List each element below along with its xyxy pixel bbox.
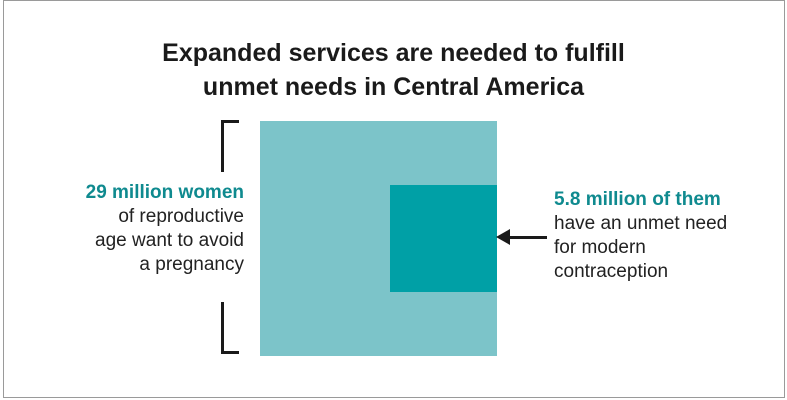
right-callout-line-1: have an unmet need — [554, 213, 728, 234]
arrow-shaft — [505, 236, 547, 239]
title-line-1: Expanded services are needed to fulfill — [162, 39, 625, 67]
right-callout-headline: 5.8 million of them — [554, 189, 721, 210]
figure-title: Expanded services are needed to fulfill … — [0, 36, 787, 104]
left-callout-line-2: age want to avoid — [95, 230, 244, 251]
left-callout: 29 million women of reproductive age wan… — [20, 181, 244, 277]
left-callout-headline: 29 million women — [85, 182, 244, 203]
left-callout-line-1: of reproductive — [118, 206, 244, 227]
left-callout-line-3: a pregnancy — [139, 254, 244, 275]
bracket-gap — [218, 172, 228, 302]
right-callout-line-2: for modern — [554, 237, 646, 258]
title-line-2: unmet needs in Central America — [202, 73, 585, 101]
unmet-need-square — [390, 185, 497, 292]
right-callout-line-3: contraception — [554, 261, 669, 282]
right-callout: 5.8 million of them have an unmet need f… — [554, 188, 764, 284]
arrow-left-icon — [496, 229, 510, 245]
